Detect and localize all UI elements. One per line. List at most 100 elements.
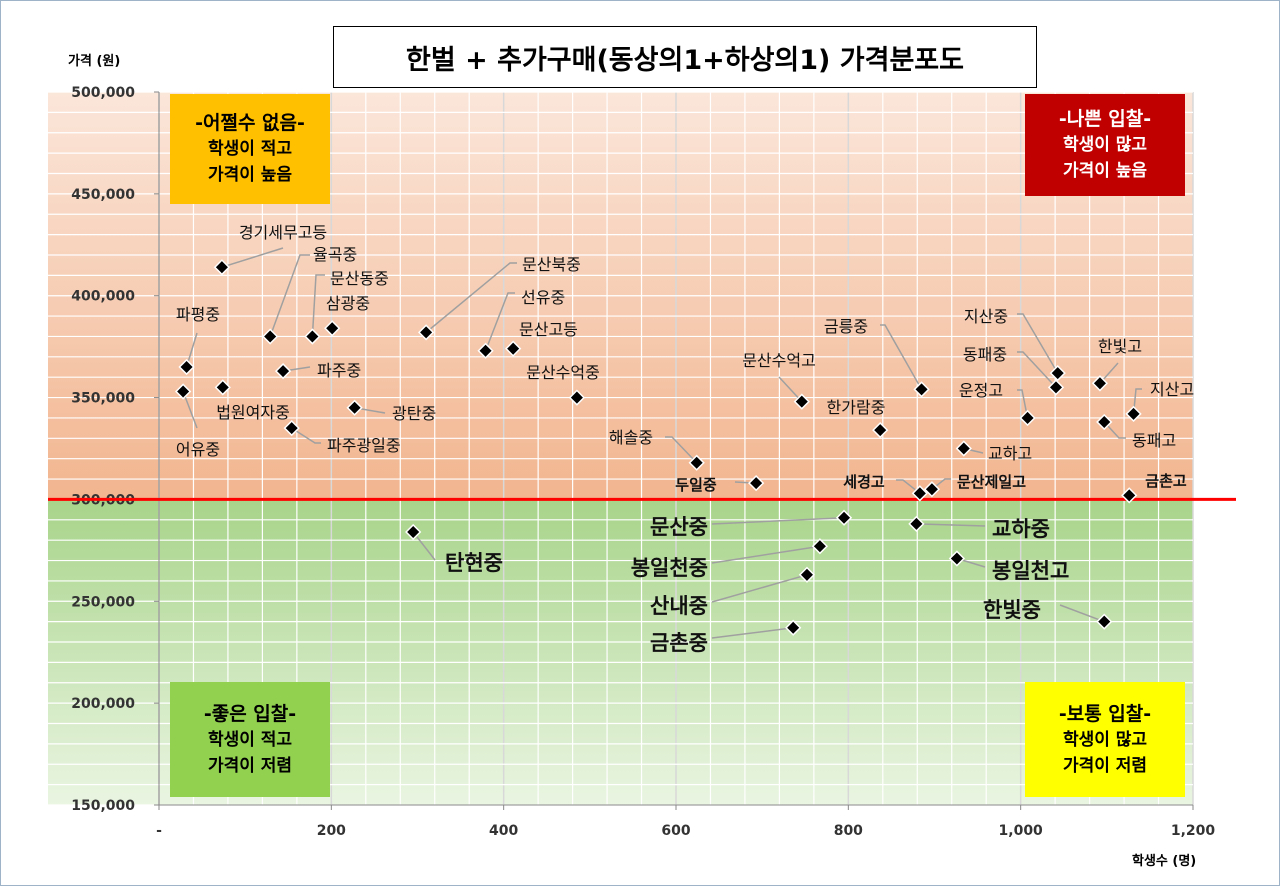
leader-line [291, 427, 321, 444]
data-label: 탄현중 [445, 551, 503, 575]
data-point [417, 324, 435, 341]
data-point [1121, 487, 1138, 504]
leader-line [269, 254, 310, 337]
y-tick-label: 500,000 [71, 85, 135, 101]
data-label: 한빛중 [983, 598, 1041, 622]
data-point [1125, 405, 1142, 423]
data-point [923, 481, 941, 498]
leader-line [1017, 389, 1029, 419]
leader-line [311, 274, 325, 337]
x-tick-label: - [156, 823, 162, 839]
data-label: 경기세무고등 [239, 223, 327, 242]
data-point [798, 566, 816, 583]
leader-line [665, 436, 698, 464]
quadrant-line: 가격이 높음 [1062, 161, 1148, 181]
data-point [1047, 379, 1065, 396]
data-label: 금촌중 [650, 631, 708, 655]
data-point [913, 381, 930, 398]
x-tick-label: 800 [834, 823, 863, 839]
leader-line [1017, 313, 1059, 374]
y-tick-label: 200,000 [71, 696, 135, 712]
data-label: 어유중 [176, 440, 220, 459]
leader-line [484, 292, 515, 351]
quadrant-heading: -어쩔수 없음- [195, 112, 305, 134]
data-point [405, 523, 422, 541]
data-point [1091, 375, 1109, 392]
quadrant-note-top-right: -나쁜 입찰- 학생이 많고 가격이 높음 [1025, 94, 1185, 196]
quadrant-note-bottom-right: -보통 입찰- 학생이 많고 가격이 저렴 [1025, 682, 1185, 797]
leader-line [412, 531, 436, 561]
data-point [908, 515, 925, 533]
leader-line [896, 479, 921, 494]
quadrant-line: 학생이 많고 [1062, 729, 1148, 750]
data-point [213, 259, 231, 276]
data-point [793, 393, 810, 410]
data-label: 운정고 [959, 381, 1003, 400]
data-label: 문산고등 [519, 320, 578, 339]
data-label: 동패고 [1132, 431, 1176, 450]
data-point [324, 320, 341, 337]
data-label: 두일중 [675, 476, 717, 494]
leader-line [880, 324, 923, 390]
leader-line [1132, 388, 1142, 414]
data-point [262, 328, 279, 345]
data-point [283, 419, 300, 437]
data-point [785, 619, 802, 636]
data-point [1096, 413, 1113, 431]
quadrant-heading: -나쁜 입찰- [1058, 108, 1152, 130]
x-axis-label: 학생수 (명) [1132, 854, 1197, 869]
data-point [948, 550, 966, 567]
x-tick-label: 200 [317, 823, 346, 839]
data-label: 문산제일고 [957, 473, 1026, 491]
y-axis-label: 가격 (원) [68, 54, 121, 69]
data-point [1019, 409, 1036, 427]
data-label: 파주광일중 [327, 436, 401, 455]
leader-line [711, 627, 794, 639]
data-label: 문산수억중 [526, 363, 600, 382]
data-label: 지산중 [964, 307, 1008, 326]
data-label: 지산고 [1150, 380, 1194, 399]
quadrant-line: 학생이 적고 [207, 139, 293, 159]
quadrant-line: 가격이 저렴 [1062, 755, 1148, 776]
data-point [477, 342, 494, 359]
quadrant-heading: -보통 입찰- [1058, 702, 1152, 725]
quadrant-line: 학생이 많고 [1062, 135, 1148, 155]
data-label: 세경고 [843, 473, 885, 491]
data-point [911, 485, 928, 502]
data-label: 선유중 [521, 288, 565, 307]
data-label: 한빛고 [1098, 337, 1142, 356]
data-point [835, 509, 853, 526]
x-tick-label: 1,200 [1171, 823, 1216, 839]
data-label: 봉일천고 [992, 559, 1069, 583]
data-point [178, 358, 195, 376]
x-tick-label: 400 [489, 823, 518, 839]
data-point [174, 383, 192, 400]
x-tick-label: 1,000 [999, 823, 1044, 839]
chart-title: 한벌 + 추가구매(동상의1+하상의1) 가격분포도 [333, 26, 1037, 88]
data-label: 봉일천중 [631, 556, 708, 580]
data-label: 교하고 [988, 444, 1032, 463]
data-label: 교하중 [992, 517, 1050, 541]
leader-line [711, 545, 821, 564]
data-label: 문산북중 [522, 255, 581, 274]
data-point [811, 538, 829, 555]
data-point [505, 340, 522, 357]
quadrant-line: 가격이 높음 [207, 165, 293, 185]
data-point [568, 389, 586, 406]
data-label: 동패중 [963, 345, 1007, 364]
data-point [955, 440, 972, 457]
data-label: 금릉중 [824, 317, 868, 336]
data-point [1096, 613, 1113, 630]
x-tick-label: 600 [661, 823, 690, 839]
leader-line [1103, 421, 1126, 439]
data-label: 광탄중 [392, 404, 436, 423]
data-point [688, 454, 705, 471]
data-label: 법원여자중 [216, 403, 290, 422]
y-tick-label: 400,000 [71, 289, 135, 305]
y-tick-label: 450,000 [71, 187, 135, 203]
data-label: 삼광중 [326, 294, 370, 313]
data-label: 파주중 [317, 361, 361, 380]
leader-line [1017, 351, 1057, 388]
quadrant-line: 가격이 저렴 [207, 755, 293, 776]
data-label: 문산중 [650, 515, 708, 539]
